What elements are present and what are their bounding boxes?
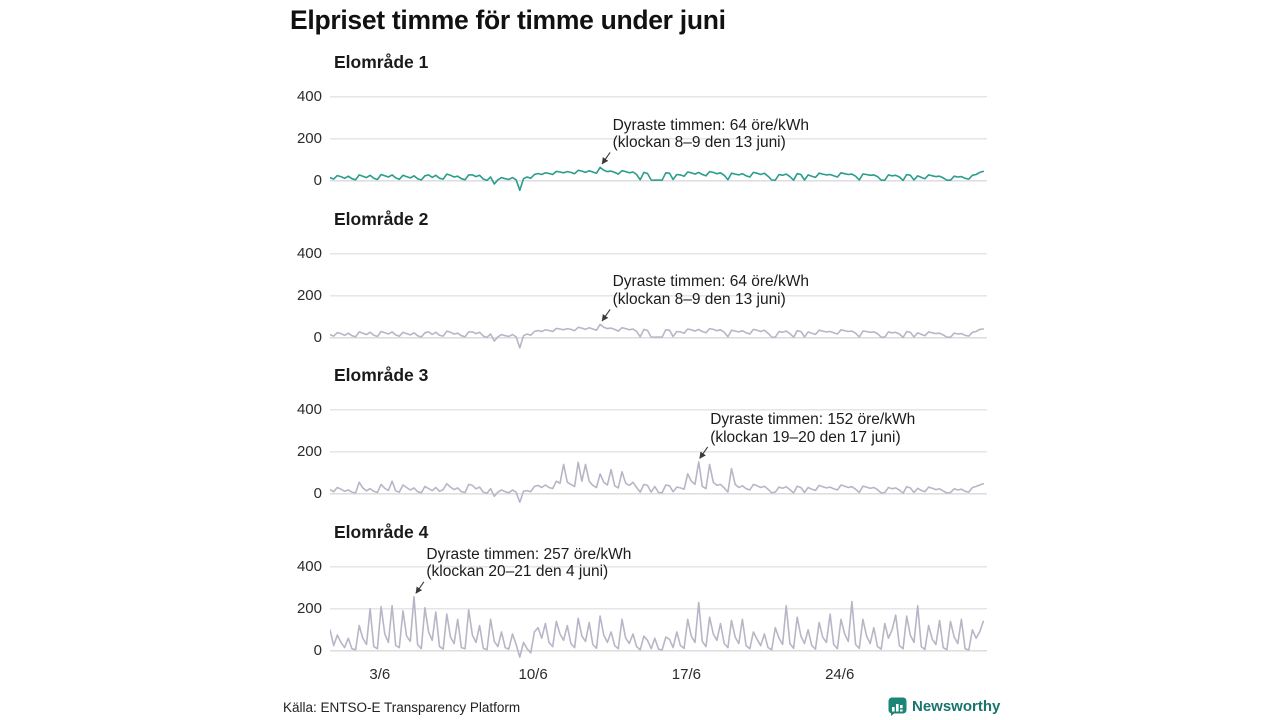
annotation-line2: (klockan 20–21 den 4 juni) [426, 563, 609, 580]
panel-plot-3 [330, 409, 987, 504]
newsworthy-logo-text: Newsworthy [912, 698, 1001, 715]
annotation-line1: Dyraste timmen: 152 öre/kWh [710, 411, 916, 429]
chart-title: Elpriset timme för timme under juni [290, 5, 726, 35]
newsworthy-logo: Newsworthy [888, 697, 1000, 716]
y-tick-label: 400 [296, 557, 322, 575]
y-tick-label: 200 [296, 443, 322, 460]
annotation-line2: (klockan 8–9 den 13 juni) [612, 134, 786, 152]
annotation: Dyraste timmen: 64 öre/kWh (klockan 8–9 d… [613, 117, 809, 152]
price-line [330, 166, 985, 192]
y-tick-label: 200 [296, 286, 322, 304]
y-tick-label: 0 [313, 485, 322, 502]
panel-title: Elområde 4 [334, 521, 429, 542]
annotation: Dyraste timmen: 257 öre/kWh (klockan 20–2… [426, 546, 631, 581]
source-note: Källa: ENTSO-E Transparency Platform [283, 700, 521, 715]
x-tick-label: 10/6 [518, 666, 548, 683]
annotation: Dyraste timmen: 152 öre/kWh (klockan 19–2… [710, 411, 915, 446]
annotation-arrow [601, 308, 611, 322]
y-tick-label: 200 [296, 599, 322, 617]
annotation-line1: Dyraste timmen: 64 öre/kWh [612, 116, 809, 134]
annotation-line1: Dyraste timmen: 64 öre/kWh [612, 273, 809, 291]
annotation-line2: (klockan 8–9 den 13 juni) [612, 290, 786, 308]
y-tick-label: 0 [313, 641, 322, 659]
y-tick-label: 400 [296, 244, 322, 262]
annotation-arrow [699, 446, 709, 460]
annotation-arrow [601, 152, 611, 165]
price-line [330, 595, 985, 658]
newsworthy-bars-icon [888, 697, 907, 716]
panel-plot-1 [330, 96, 987, 192]
y-tick-label: 400 [296, 401, 322, 418]
annotation-arrow [415, 581, 425, 594]
price-line [330, 461, 985, 504]
x-tick-label: 3/6 [369, 666, 391, 683]
annotation: Dyraste timmen: 64 öre/kWh (klockan 8–9 d… [613, 273, 809, 308]
annotation-line2: (klockan 19–20 den 17 juni) [710, 428, 901, 446]
y-tick-label: 0 [313, 328, 322, 346]
y-tick-label: 0 [313, 172, 322, 189]
x-tick-label: 24/6 [825, 666, 855, 683]
x-tick-label: 17/6 [671, 666, 701, 683]
panel-title: Elområde 1 [334, 52, 429, 73]
y-tick-label: 200 [296, 130, 322, 147]
panel-title: Elområde 2 [334, 208, 429, 229]
y-tick-label: 400 [296, 88, 322, 105]
panel-title: Elområde 3 [334, 365, 429, 386]
panel-plot-2 [330, 252, 987, 349]
price-line [330, 323, 985, 349]
annotation-line1: Dyraste timmen: 257 öre/kWh [426, 545, 632, 563]
panel-plot-4 [330, 565, 987, 658]
